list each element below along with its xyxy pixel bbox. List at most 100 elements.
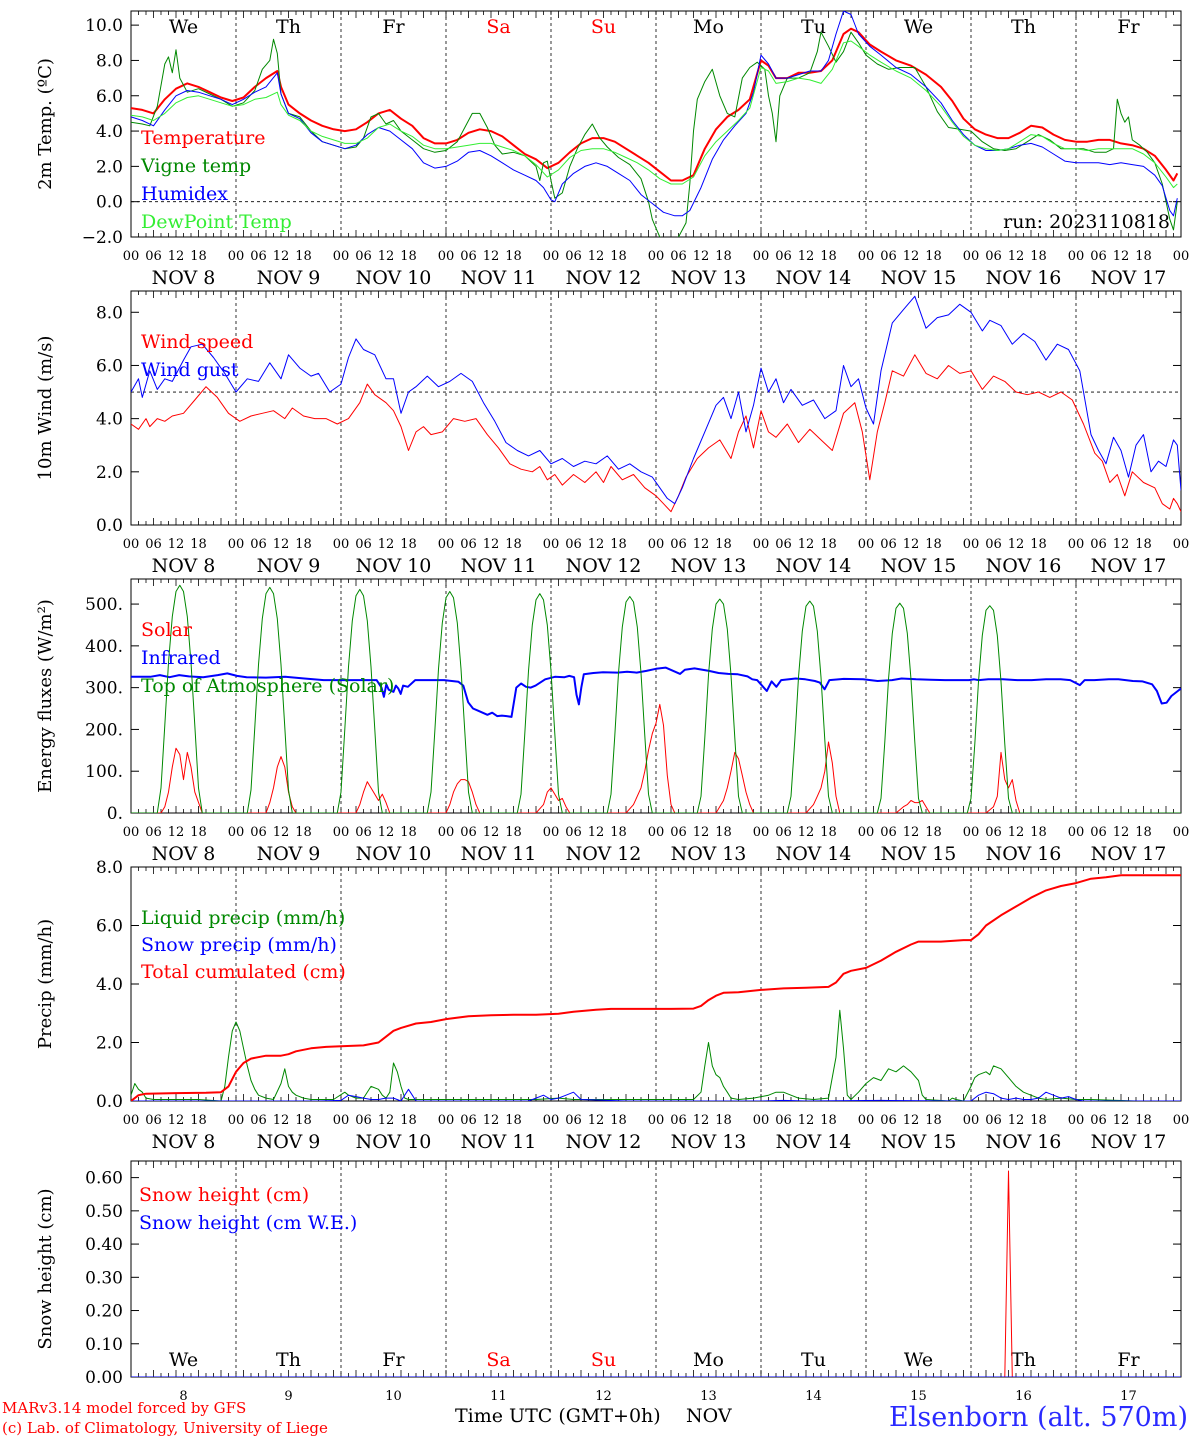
energy-hour-label: 12 bbox=[378, 825, 395, 840]
temp-hour-label: 12 bbox=[273, 249, 290, 264]
time-axis-month: NOV bbox=[686, 1405, 732, 1427]
precip-hour-label: 06 bbox=[1090, 1113, 1107, 1128]
temp-hour-label: 18 bbox=[190, 249, 207, 264]
snow-weekday-label: Fr bbox=[1117, 1349, 1140, 1371]
wind-y-tick-label: 6.0 bbox=[96, 356, 123, 376]
wind-y-tick-label: 0.0 bbox=[96, 516, 123, 536]
wind-hour-label: 12 bbox=[273, 537, 290, 552]
wind-hour-label: 18 bbox=[925, 537, 942, 552]
wind-hour-label: 18 bbox=[610, 537, 627, 552]
snow-weekday-label: Fr bbox=[382, 1349, 405, 1371]
wind-hour-label: 00 bbox=[858, 537, 875, 552]
wind-hour-label: 06 bbox=[565, 537, 582, 552]
precip-hour-label: 06 bbox=[565, 1113, 582, 1128]
wind-hour-label: 18 bbox=[715, 537, 732, 552]
precip-hour-label: 12 bbox=[168, 1113, 185, 1128]
energy-y-tick-label: 500. bbox=[85, 595, 123, 615]
temp-y-tick-label: 2.0 bbox=[96, 157, 123, 177]
temp-legend-1: Vigne temp bbox=[140, 155, 251, 177]
temp-hour-label: 06 bbox=[775, 249, 792, 264]
energy-hour-label: 00 bbox=[1173, 825, 1190, 840]
snow-y-tick-label: 0.00 bbox=[85, 1368, 123, 1388]
precip-y-tick-label: 8.0 bbox=[96, 858, 123, 878]
precip-y-tick-label: 4.0 bbox=[96, 975, 123, 995]
wind-hour-label: 00 bbox=[753, 537, 770, 552]
snow-weekday-label: We bbox=[904, 1349, 933, 1371]
energy-hour-label: 06 bbox=[565, 825, 582, 840]
precip-date-label: NOV 9 bbox=[257, 1131, 321, 1153]
wind-hour-label: 00 bbox=[648, 537, 665, 552]
temp-hour-label: 12 bbox=[798, 249, 815, 264]
energy-hour-label: 00 bbox=[753, 825, 770, 840]
snow-y-tick-label: 0.40 bbox=[85, 1235, 123, 1255]
day-number-label: 15 bbox=[910, 1389, 927, 1404]
wind-date-label: NOV 12 bbox=[566, 555, 642, 577]
precip-date-label: NOV 15 bbox=[881, 1131, 957, 1153]
temp-hour-label: 00 bbox=[753, 249, 770, 264]
wind-hour-label: 18 bbox=[820, 537, 837, 552]
precip-date-label: NOV 16 bbox=[986, 1131, 1062, 1153]
temp-weekday-label: We bbox=[169, 16, 198, 38]
energy-hour-label: 18 bbox=[715, 825, 732, 840]
snow-y-tick-label: 0.60 bbox=[85, 1169, 123, 1189]
wind-hour-label: 00 bbox=[1173, 537, 1190, 552]
energy-hour-label: 06 bbox=[355, 825, 372, 840]
precip-hour-label: 06 bbox=[355, 1113, 372, 1128]
temp-hour-label: 12 bbox=[168, 249, 185, 264]
temp-date-label: NOV 15 bbox=[881, 267, 957, 289]
day-number-label: 8 bbox=[179, 1389, 187, 1404]
precip-legend-2: Total cumulated (cm) bbox=[141, 961, 346, 983]
precip-hour-label: 12 bbox=[273, 1113, 290, 1128]
temp-hour-label: 18 bbox=[505, 249, 522, 264]
precip-hour-label: 12 bbox=[798, 1113, 815, 1128]
wind-hour-label: 12 bbox=[693, 537, 710, 552]
temp-y-tick-label: 8.0 bbox=[96, 51, 123, 71]
temp-hour-label: 06 bbox=[565, 249, 582, 264]
temp-weekday-label: Sa bbox=[486, 16, 510, 38]
precip-y-axis-label: Precip (mm/h) bbox=[35, 919, 56, 1049]
temp-hour-label: 12 bbox=[693, 249, 710, 264]
energy-hour-label: 18 bbox=[925, 825, 942, 840]
wind-hour-label: 12 bbox=[1008, 537, 1025, 552]
energy-hour-label: 12 bbox=[273, 825, 290, 840]
day-number-label: 11 bbox=[490, 1389, 507, 1404]
temp-hour-label: 06 bbox=[1090, 249, 1107, 264]
precip-hour-label: 06 bbox=[145, 1113, 162, 1128]
wind-legend-0: Wind speed bbox=[141, 331, 253, 353]
temp-hour-label: 12 bbox=[1113, 249, 1130, 264]
energy-hour-label: 00 bbox=[333, 825, 350, 840]
energy-y-tick-label: 0. bbox=[107, 804, 123, 824]
temp-hour-label: 12 bbox=[588, 249, 605, 264]
temp-hour-label: 18 bbox=[295, 249, 312, 264]
energy-hour-label: 00 bbox=[228, 825, 245, 840]
temp-weekday-label: Mo bbox=[693, 16, 724, 38]
energy-date-label: NOV 11 bbox=[461, 843, 537, 865]
temp-date-label: NOV 17 bbox=[1091, 267, 1167, 289]
energy-date-label: NOV 15 bbox=[881, 843, 957, 865]
energy-legend-1: Infrared bbox=[141, 647, 221, 669]
precip-date-label: NOV 10 bbox=[356, 1131, 432, 1153]
precip-hour-label: 18 bbox=[1030, 1113, 1047, 1128]
temp-y-tick-label: 0.0 bbox=[96, 193, 123, 213]
temp-y-tick-label: 4.0 bbox=[96, 122, 123, 142]
wind-date-label: NOV 15 bbox=[881, 555, 957, 577]
wind-date-label: NOV 14 bbox=[776, 555, 852, 577]
wind-hour-label: 12 bbox=[483, 537, 500, 552]
energy-hour-label: 18 bbox=[400, 825, 417, 840]
temp-date-label: NOV 11 bbox=[461, 267, 537, 289]
temp-weekday-label: Tu bbox=[801, 16, 826, 38]
wind-date-label: NOV 16 bbox=[986, 555, 1062, 577]
snow-legend-0: Snow height (cm) bbox=[139, 1184, 309, 1206]
temp-date-label: NOV 16 bbox=[986, 267, 1062, 289]
energy-date-label: NOV 14 bbox=[776, 843, 852, 865]
precip-hour-label: 00 bbox=[543, 1113, 560, 1128]
wind-hour-label: 06 bbox=[775, 537, 792, 552]
precip-hour-label: 06 bbox=[985, 1113, 1002, 1128]
wind-date-label: NOV 10 bbox=[356, 555, 432, 577]
wind-hour-label: 00 bbox=[543, 537, 560, 552]
energy-hour-label: 18 bbox=[1135, 825, 1152, 840]
wind-date-label: NOV 11 bbox=[461, 555, 537, 577]
energy-date-label: NOV 13 bbox=[671, 843, 747, 865]
precip-date-label: NOV 11 bbox=[461, 1131, 537, 1153]
